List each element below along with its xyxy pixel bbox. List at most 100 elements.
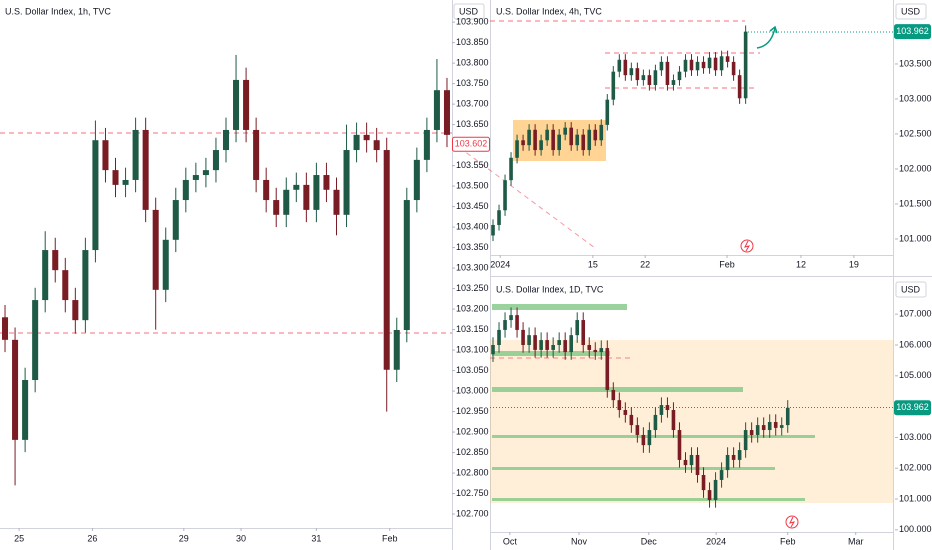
currency-box[interactable]: [895, 281, 927, 298]
candle-body: [92, 140, 99, 251]
candle-body: [253, 129, 260, 180]
candle-body: [701, 475, 706, 491]
x-tick-label: 31: [311, 533, 321, 543]
candle-body: [665, 405, 670, 411]
y-tick-label: 103.300: [456, 262, 489, 272]
y-tick-label: 103.650: [456, 119, 489, 129]
candle-body: [701, 61, 706, 69]
candle-body: [689, 454, 694, 466]
event-icon[interactable]: [740, 239, 754, 253]
candle-body: [12, 339, 19, 440]
candle-body: [22, 380, 29, 440]
candle-body: [599, 348, 604, 353]
arrow-head: [769, 25, 778, 34]
candle-body: [527, 129, 531, 146]
candle-body: [283, 189, 290, 215]
y-tick-label: 103.100: [456, 344, 489, 354]
candle-body: [551, 129, 555, 151]
level-bar: [492, 304, 627, 310]
x-tick-label: Nov: [571, 536, 588, 546]
level-bar: [492, 351, 610, 356]
candle-body: [132, 129, 139, 180]
currency-label: USD: [901, 284, 921, 294]
trend-line: [451, 141, 596, 249]
candle-body: [629, 414, 634, 426]
x-tick-label: 19: [849, 259, 859, 269]
candle-body: [737, 75, 742, 99]
candle-body: [102, 140, 109, 171]
y-tick-label: 105.000: [899, 370, 932, 380]
y-tick-label: 107.000: [899, 309, 932, 319]
candle-body: [671, 80, 676, 85]
candle-body: [677, 71, 682, 81]
x-tick-label: Feb: [382, 533, 398, 543]
candle-body: [713, 479, 718, 500]
chart-title: U.S. Dollar Index, 4h, TVC: [496, 6, 602, 16]
candle-body: [343, 150, 350, 215]
candle-body: [575, 320, 580, 336]
candle-body: [605, 348, 610, 390]
candle-body: [172, 200, 179, 240]
candle-body: [273, 200, 280, 215]
candle-body: [635, 68, 640, 81]
event-icon[interactable]: [785, 515, 799, 529]
y-tick-label: 100.000: [899, 524, 932, 534]
candle-body: [707, 57, 712, 69]
candle-body: [52, 250, 59, 271]
candle-body: [433, 90, 440, 130]
y-tick-label: 103.200: [456, 303, 489, 313]
candle-body: [629, 68, 634, 76]
x-tick-label: 2024: [490, 259, 510, 269]
candle-body: [509, 157, 513, 181]
candle-body: [737, 450, 742, 460]
candle-body: [539, 340, 543, 350]
y-tick-label: 102.000: [899, 463, 932, 473]
candle-body: [641, 75, 646, 81]
candle-body: [779, 425, 784, 428]
candle-body: [593, 129, 598, 141]
candle-body: [557, 134, 561, 151]
candle-body: [383, 150, 390, 370]
candle-body: [521, 140, 525, 146]
y-tick-label: 102.500: [899, 128, 932, 138]
candle-body: [611, 71, 616, 100]
candle-body: [647, 75, 652, 85]
y-tick-label: 106.000: [899, 339, 932, 349]
chart-title: U.S. Dollar Index, 1D, TVC: [496, 284, 604, 294]
candle-body: [333, 189, 340, 215]
candle-body: [635, 425, 640, 435]
y-tick-label: 103.250: [456, 283, 489, 293]
currency-box[interactable]: [453, 3, 485, 20]
candle-body: [575, 134, 580, 146]
candle-body: [82, 250, 89, 321]
x-tick-label: Mar: [848, 536, 864, 546]
candle-body: [641, 434, 646, 446]
chart-title: U.S. Dollar Index, 1h, TVC: [5, 6, 111, 16]
y-tick-label: 102.750: [456, 488, 489, 498]
y-tick-label: 103.850: [456, 37, 489, 47]
candle-body: [533, 335, 537, 350]
candle-body: [617, 59, 622, 72]
candle-body: [767, 422, 772, 431]
currency-box[interactable]: [895, 3, 927, 20]
candle-body: [313, 175, 320, 210]
candle-body: [569, 335, 574, 353]
candle-body: [497, 329, 501, 346]
candle-body: [192, 175, 199, 180]
y-tick-label: 102.850: [456, 447, 489, 457]
candle-body: [677, 430, 682, 460]
candle-body: [503, 320, 507, 330]
candle-body: [557, 340, 561, 346]
candle-body: [563, 340, 567, 353]
y-tick-label: 102.900: [456, 426, 489, 436]
x-tick-label: 25: [14, 533, 24, 543]
candle-body: [62, 270, 69, 301]
candle-body: [647, 430, 652, 446]
candle-body: [222, 129, 230, 151]
price-tag: [894, 400, 931, 416]
candle-body: [743, 31, 748, 99]
x-tick-label: 12: [796, 259, 806, 269]
y-tick-label: 103.350: [456, 242, 489, 252]
level-bar: [492, 387, 743, 392]
